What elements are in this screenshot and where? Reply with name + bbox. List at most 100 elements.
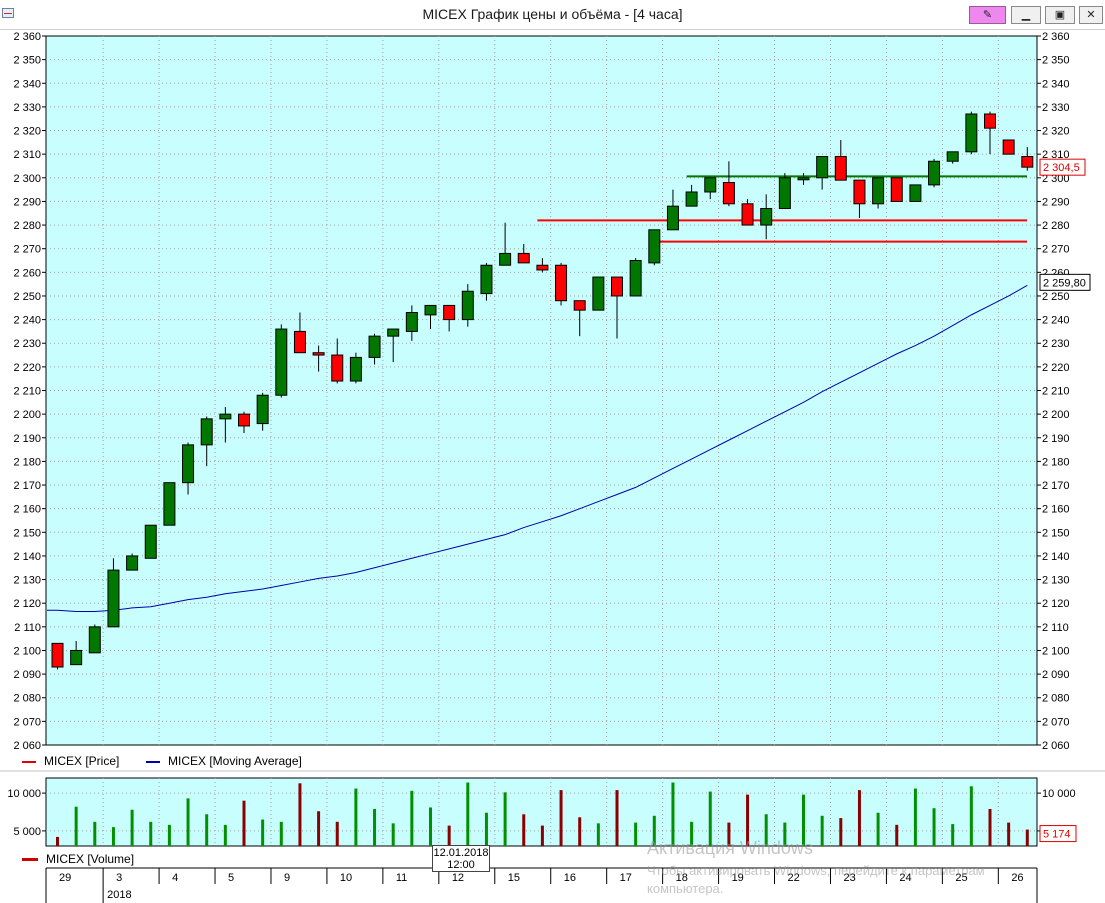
y-tick-label-left: 2 110 [14, 622, 41, 634]
candle [275, 324, 288, 398]
candle-body [834, 156, 847, 181]
date-label: 12 [452, 872, 464, 884]
close-button[interactable]: ✕ [1079, 6, 1103, 24]
candle [685, 184, 698, 207]
candle [1021, 147, 1034, 171]
price-volume-chart[interactable]: 2 060 2 060 2 070 2 070 2 080 2 080 2 090 2 090… [0, 30, 1105, 903]
y-tick-label-left: 2 300 [13, 173, 41, 185]
legend-ma-swatch [146, 760, 160, 763]
y-tick-label-left: 2 340 [13, 78, 41, 90]
legend-price-swatch [22, 760, 36, 763]
candle [760, 194, 773, 240]
date-label: 26 [1011, 872, 1023, 884]
candle-body [1002, 139, 1015, 155]
y-tick-label-right: 2 180 [1042, 456, 1070, 468]
candle [499, 222, 512, 266]
maximize-button[interactable]: ▣ [1045, 6, 1075, 24]
candle [70, 641, 83, 666]
y-tick-label-right: 2 080 [1042, 693, 1070, 705]
candle-body [797, 177, 810, 181]
y-tick-label-left: 2 140 [13, 551, 41, 563]
activation-watermark-text2: компьютера. [647, 881, 724, 896]
candle [51, 642, 64, 670]
candle-body [760, 208, 773, 226]
app-icon [2, 8, 14, 18]
candle-body [219, 413, 232, 420]
y-tick-label-left: 2 310 [13, 149, 41, 161]
y-tick-label-right: 2 230 [1042, 338, 1070, 350]
date-label: 5 [228, 872, 234, 884]
date-label: 19 [732, 872, 744, 884]
candle-body [405, 312, 418, 332]
legend-price-label: MICEX [Price] [44, 754, 120, 768]
ma-value-box [1039, 273, 1091, 291]
date-label: 22 [788, 872, 800, 884]
y-tick-label-left: 2 260 [13, 267, 41, 279]
date-label: 10 [340, 872, 352, 884]
candle [611, 276, 623, 339]
candle-body [368, 335, 381, 358]
candle-body [536, 264, 549, 271]
candle-body [890, 177, 903, 202]
candle-body [200, 418, 213, 446]
y-tick-label-right: 2 120 [1042, 598, 1070, 610]
ma-value-label: 2 259,80 [1043, 277, 1086, 289]
y-tick-label-left: 2 360 [13, 31, 41, 43]
candle [890, 177, 903, 202]
candle-body [555, 264, 568, 302]
candle-body [293, 330, 306, 354]
y-tick-label-left: 2 230 [13, 338, 41, 350]
y-tick-label-right: 2 280 [1042, 220, 1070, 232]
y-tick-label-left: 2 120 [13, 598, 41, 610]
last-volume-box [1039, 825, 1077, 843]
candle [331, 338, 344, 384]
candle [1002, 139, 1015, 155]
y-tick-label-right: 2 340 [1042, 78, 1070, 90]
candle-body [611, 276, 623, 297]
candle-body [984, 113, 996, 129]
activation-watermark-text: Чтобы активировать Windows, перейдите к … [647, 863, 985, 878]
candle-body [144, 524, 157, 559]
candle-body [704, 177, 717, 193]
candle [797, 173, 810, 185]
candle [88, 624, 101, 654]
y-tick-label-left: 2 220 [13, 362, 41, 374]
legend-ma-label: MICEX [Moving Average] [168, 754, 302, 768]
y-tick-label-left: 2 160 [13, 504, 41, 516]
candle [536, 258, 549, 273]
candle-body [182, 444, 195, 484]
candle [946, 151, 959, 164]
candle-body [126, 555, 139, 571]
candle-body [872, 177, 885, 205]
legend-volume: MICEX [Volume] [22, 852, 134, 866]
pin-button[interactable]: ✎ [969, 6, 1006, 24]
y-tick-label-left: 2 130 [13, 575, 41, 587]
minimize-button[interactable]: ▁ [1011, 6, 1041, 24]
candle-body [853, 179, 866, 205]
last-volume-label: 5 174 [1043, 829, 1071, 841]
y-tick-label-right: 2 310 [1042, 149, 1070, 161]
activation-watermark-title: Активация Windows [647, 838, 813, 858]
y-tick-label-left: 2 170 [13, 480, 41, 492]
y-tick-label-left: 2 080 [13, 693, 41, 705]
candle-body [88, 626, 101, 654]
y-tick-label-left: 2 280 [13, 220, 41, 232]
candle [592, 276, 605, 311]
candle-body [946, 151, 959, 162]
candle-body [778, 177, 791, 210]
candle [648, 229, 661, 266]
candle-body [461, 290, 474, 321]
y-tick-label-right: 2 240 [1042, 315, 1070, 327]
date-label: 17 [620, 872, 632, 884]
y-tick-label-right: 2 090 [1042, 669, 1070, 681]
y-tick-label-left: 2 210 [13, 386, 41, 398]
maximize-icon: ▣ [1054, 9, 1066, 21]
y-tick-label-right: 2 290 [1042, 196, 1070, 208]
pin-icon: ✎ [982, 9, 993, 21]
candle [872, 177, 885, 209]
y-tick-label-right: 2 300 [1042, 173, 1070, 185]
candle [107, 558, 120, 628]
candle [853, 179, 866, 218]
candle [238, 411, 250, 434]
legend-volume-label: MICEX [Volume] [46, 852, 135, 866]
